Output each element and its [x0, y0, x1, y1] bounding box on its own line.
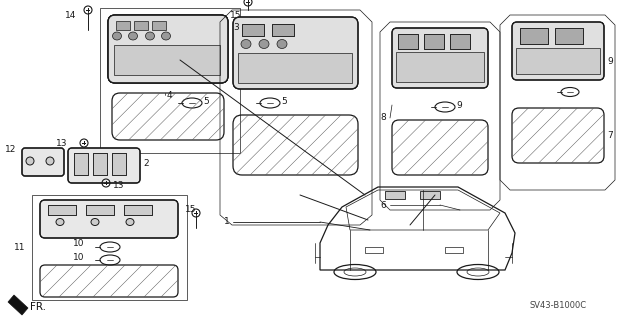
Bar	[86, 205, 114, 215]
Ellipse shape	[113, 32, 122, 40]
Bar	[398, 34, 418, 49]
Bar	[242, 24, 264, 36]
Bar	[193, 212, 198, 213]
Ellipse shape	[91, 219, 99, 226]
Bar	[238, 53, 352, 83]
Bar	[93, 153, 107, 175]
Bar	[242, 24, 264, 36]
Bar	[124, 205, 152, 215]
FancyBboxPatch shape	[40, 200, 178, 238]
Ellipse shape	[277, 40, 287, 48]
Bar	[82, 143, 86, 144]
Text: 11: 11	[14, 243, 26, 253]
Bar	[555, 28, 583, 44]
Bar	[272, 24, 294, 36]
Bar	[450, 34, 470, 49]
FancyBboxPatch shape	[22, 148, 64, 176]
Bar	[246, 2, 250, 3]
Text: 15: 15	[185, 205, 196, 214]
Bar	[272, 24, 294, 36]
Bar	[195, 211, 196, 215]
Bar	[445, 247, 463, 253]
Bar	[74, 153, 88, 175]
Bar	[74, 153, 88, 175]
Bar	[112, 153, 126, 175]
Bar	[100, 8, 240, 153]
Ellipse shape	[56, 219, 64, 226]
Bar	[48, 205, 76, 215]
Ellipse shape	[259, 40, 269, 48]
Bar	[520, 28, 548, 44]
Bar	[450, 34, 470, 49]
FancyBboxPatch shape	[392, 28, 488, 88]
Text: 3: 3	[233, 24, 239, 33]
Bar	[398, 34, 418, 49]
Ellipse shape	[161, 32, 170, 40]
FancyBboxPatch shape	[512, 22, 604, 80]
Bar	[385, 191, 405, 199]
Bar	[396, 52, 484, 82]
Text: SV43-B1000C: SV43-B1000C	[530, 300, 587, 309]
Text: 10: 10	[73, 254, 84, 263]
Bar	[555, 28, 583, 44]
Bar	[520, 28, 548, 44]
Bar	[112, 153, 126, 175]
FancyBboxPatch shape	[233, 17, 358, 89]
FancyBboxPatch shape	[68, 148, 140, 183]
Text: 13: 13	[56, 138, 67, 147]
Polygon shape	[8, 295, 28, 315]
Text: 9: 9	[456, 100, 461, 109]
Text: 5: 5	[203, 97, 209, 106]
Bar	[424, 34, 444, 49]
Bar	[134, 21, 148, 30]
Text: 5: 5	[281, 97, 287, 106]
Bar	[516, 48, 600, 74]
Bar	[86, 10, 90, 11]
Bar	[116, 21, 130, 30]
Text: 4: 4	[167, 91, 173, 100]
Bar	[424, 34, 444, 49]
Text: 13: 13	[113, 182, 125, 190]
Ellipse shape	[145, 32, 154, 40]
Bar	[365, 247, 383, 253]
Bar	[32, 195, 187, 300]
Bar	[86, 205, 114, 215]
Ellipse shape	[26, 157, 34, 165]
Text: 8: 8	[380, 114, 386, 122]
FancyBboxPatch shape	[108, 15, 228, 83]
Bar	[93, 153, 107, 175]
Text: 10: 10	[73, 240, 84, 249]
Text: 15: 15	[230, 11, 241, 19]
Ellipse shape	[241, 40, 251, 48]
Bar	[124, 205, 152, 215]
Bar	[114, 45, 220, 75]
Text: FR.: FR.	[30, 302, 46, 312]
Ellipse shape	[126, 219, 134, 226]
Text: 2: 2	[143, 159, 148, 167]
Bar	[420, 191, 440, 199]
Ellipse shape	[46, 157, 54, 165]
Bar	[104, 182, 108, 183]
Bar	[152, 21, 166, 30]
Text: 14: 14	[65, 11, 76, 19]
Text: 9: 9	[607, 57, 612, 66]
Ellipse shape	[129, 32, 138, 40]
Text: 1: 1	[224, 218, 230, 226]
Bar	[83, 141, 84, 145]
Text: 12: 12	[5, 145, 17, 154]
Bar	[48, 205, 76, 215]
Text: 6: 6	[380, 201, 386, 210]
Text: 7: 7	[607, 130, 612, 139]
